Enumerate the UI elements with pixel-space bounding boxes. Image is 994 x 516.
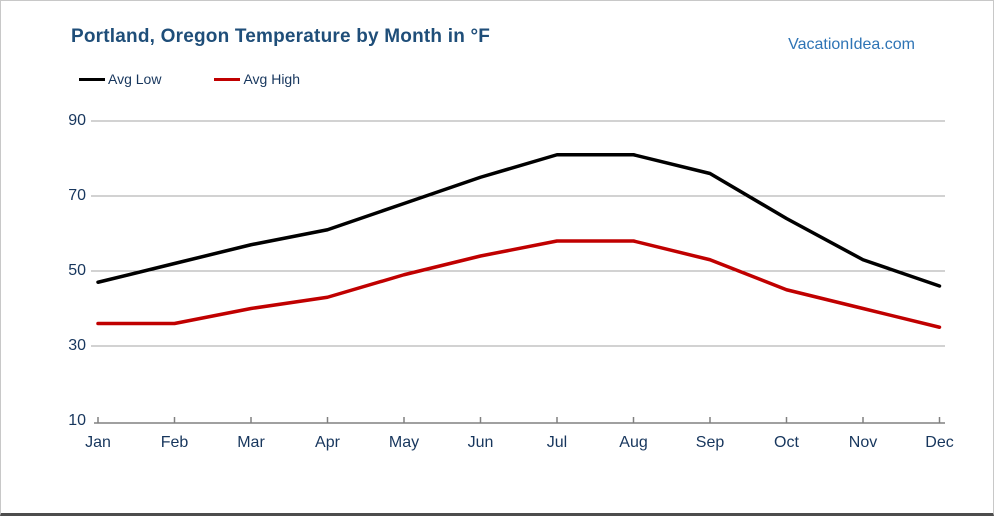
y-axis-label: 70: [68, 187, 86, 204]
avg-high-line-swatch: [214, 77, 241, 81]
x-axis-label: Jan: [85, 434, 111, 451]
legend-item-avg-low: Avg Low: [79, 71, 161, 87]
x-axis-label: Mar: [237, 434, 265, 451]
x-axis-label: Feb: [160, 434, 189, 451]
series-line-avg-low: [96, 153, 942, 288]
legend-label: Avg Low: [108, 71, 162, 87]
x-axis-label: Dec: [925, 434, 954, 451]
y-axis-label: 90: [68, 112, 86, 129]
series-line-avg-high: [96, 239, 942, 329]
y-axis-label: 30: [68, 337, 86, 354]
avg-low-line-swatch: [79, 77, 105, 81]
x-axis-label: Jul: [546, 434, 568, 451]
y-axis-label: 50: [68, 262, 86, 279]
y-axis-label: 10: [68, 412, 86, 429]
legend-item-avg-high: Avg High: [214, 71, 300, 87]
x-axis-label: Apr: [315, 434, 340, 451]
x-axis-label: May: [388, 434, 420, 451]
chart-title: Portland, Oregon Temperature by Month in…: [71, 26, 491, 47]
x-axis-label: Nov: [848, 434, 878, 451]
x-axis-label: Oct: [774, 434, 799, 451]
legend-label: Avg High: [243, 71, 301, 87]
x-axis-label: Aug: [619, 434, 648, 451]
chart-legend: Avg Low Avg High: [79, 71, 353, 87]
x-axis-label: Sep: [695, 434, 725, 451]
watermark-text: VacationIdea.com: [788, 36, 915, 53]
x-axis-label: Jun: [467, 434, 494, 451]
